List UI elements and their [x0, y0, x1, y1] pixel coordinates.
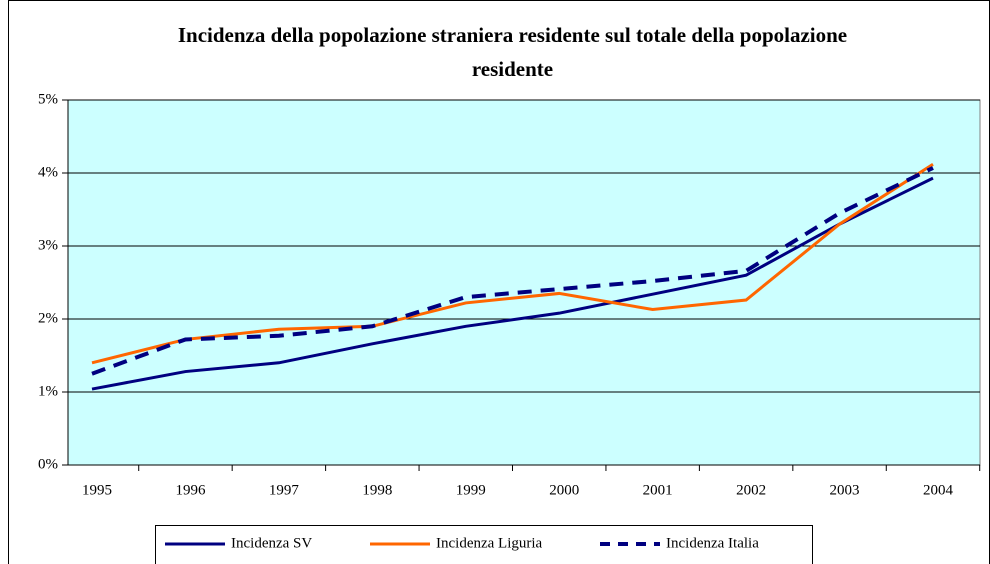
x-tick-label: 1995	[82, 482, 112, 498]
y-tick-label: 3%	[38, 237, 58, 253]
x-tick-label: 2003	[830, 482, 860, 498]
x-tick-label: 2001	[643, 482, 673, 498]
plot-area	[67, 99, 981, 466]
x-tick-label: 1997	[269, 482, 300, 498]
series-line	[91, 176, 934, 391]
y-tick-label: 1%	[38, 383, 58, 399]
x-tick-label: 1996	[175, 482, 206, 498]
chart-title: Incidenza della popolazione straniera re…	[177, 23, 848, 81]
y-tick-label: 0%	[38, 456, 58, 472]
legend-label: Incidenza SV	[231, 535, 312, 551]
x-tick-label: 1999	[456, 482, 486, 498]
series-line	[91, 162, 934, 365]
x-tick-label: 2000	[549, 482, 579, 498]
y-tick-label: 4%	[38, 164, 58, 180]
legend	[155, 525, 813, 564]
legend-label: Incidenza Italia	[666, 535, 759, 551]
y-tick-label: 5%	[38, 91, 58, 107]
x-tick-label: 1998	[362, 482, 392, 498]
x-tick-label: 2002	[736, 482, 766, 498]
x-tick-label: 2004	[923, 482, 954, 498]
series-line	[91, 166, 934, 376]
legend-label: Incidenza Liguria	[436, 535, 543, 551]
y-tick-label: 2%	[38, 310, 58, 326]
